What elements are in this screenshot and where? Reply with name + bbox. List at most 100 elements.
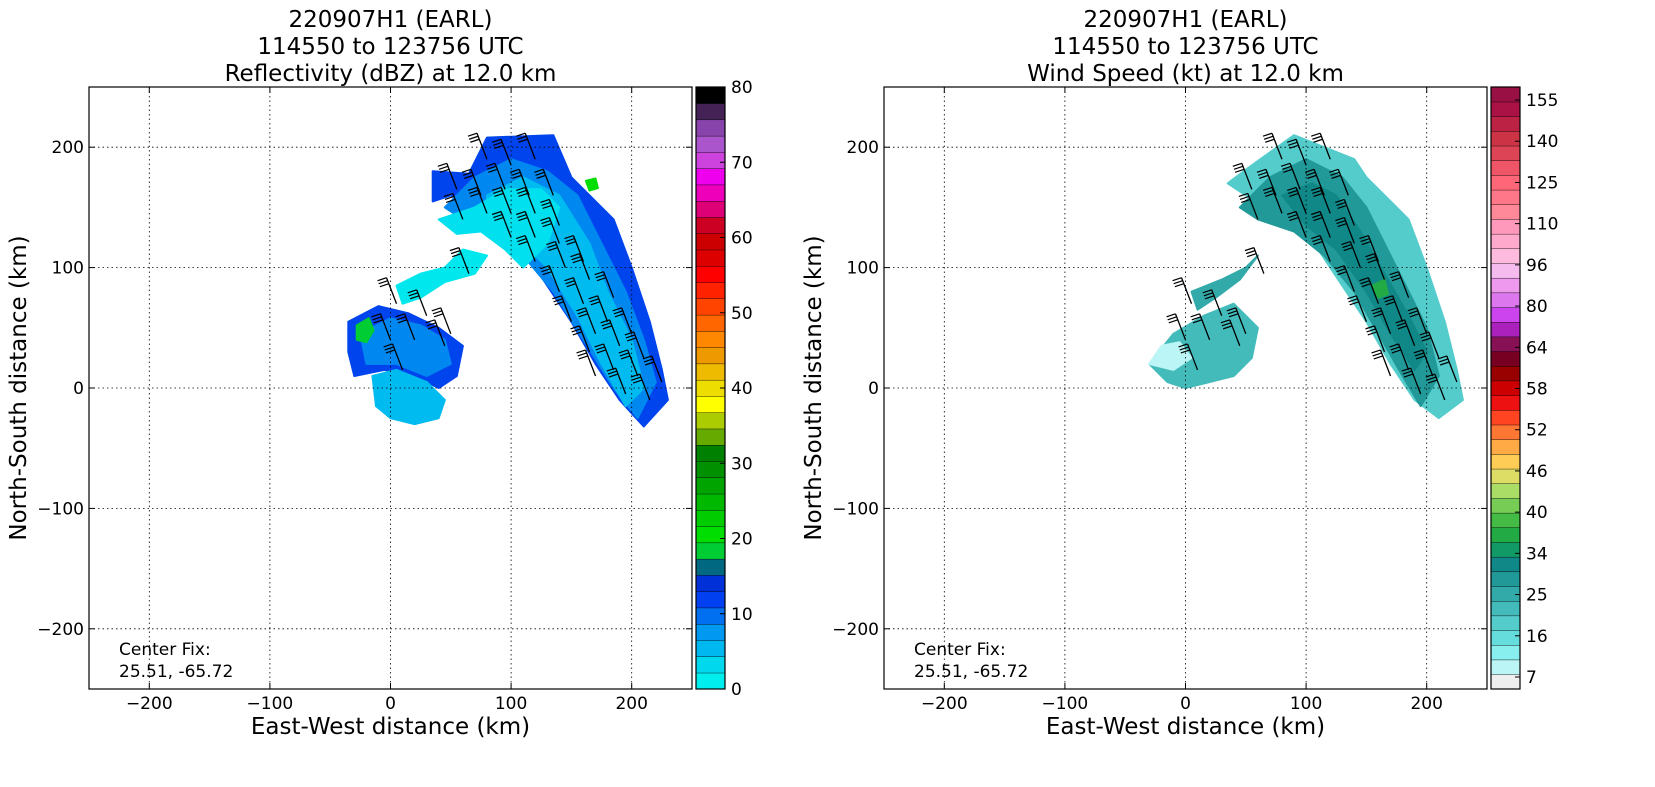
wind-barb: [1172, 277, 1193, 304]
wind-barb: [534, 168, 554, 196]
wind-barb: [1311, 210, 1331, 238]
wind-barb: [431, 307, 452, 335]
colorbar-segment: [695, 103, 726, 121]
field-region-7: [371, 368, 446, 426]
wind-barb: [1286, 138, 1307, 166]
y-tick-label: 200: [52, 138, 84, 158]
colorbar-segment: [695, 200, 726, 218]
wind-barb: [576, 307, 597, 335]
wind-barb: [516, 132, 536, 160]
colorbar-segment: [695, 119, 726, 137]
x-axis-label: East-West distance (km): [251, 714, 530, 740]
colorbar-segment: [1490, 262, 1521, 279]
y-tick-label: −200: [37, 620, 84, 640]
colorbar-segment: [695, 477, 726, 495]
colorbar-segment: [1490, 145, 1521, 161]
colorbar-segment: [695, 412, 726, 430]
x-tick-label: 200: [615, 694, 647, 714]
field-region-8: [355, 317, 375, 344]
wind-barb: [371, 313, 392, 341]
wind-barb: [546, 241, 566, 268]
y-tick-label: 0: [868, 379, 879, 399]
x-tick-label: −200: [921, 694, 968, 714]
reflectivity-panel: 220907H1 (EARL)114550 to 123756 UTCRefle…: [6, 7, 753, 740]
wind-barb: [1280, 162, 1301, 190]
colorbar-segment: [695, 623, 726, 641]
colorbar-segment: [695, 314, 726, 332]
wind-barb: [425, 319, 446, 347]
colorbar-tick-label: 10: [731, 605, 753, 625]
colorbar-segment: [1490, 541, 1521, 558]
wind-barb: [516, 235, 536, 262]
colorbar-segment: [1490, 336, 1521, 352]
field-region-6: [1371, 278, 1390, 299]
wind-barb: [1365, 253, 1386, 280]
colorbar-segment: [695, 672, 726, 690]
wind-barb: [570, 325, 591, 353]
wind-barb: [1232, 162, 1253, 190]
colorbar-segment: [1490, 586, 1521, 602]
wind-barb: [1262, 186, 1283, 214]
x-tick-label: −100: [247, 694, 294, 714]
colorbar-tick-label: 16: [1526, 627, 1548, 647]
wind-barb: [1286, 210, 1307, 238]
y-tick-label: 0: [73, 379, 84, 399]
wind-barb: [1329, 168, 1349, 196]
colorbar-segment: [1490, 439, 1521, 455]
colorbar-tick-label: 140: [1526, 132, 1558, 152]
wind-barb: [491, 210, 512, 238]
wind-barb: [1335, 198, 1355, 226]
wind-barb: [1371, 307, 1392, 335]
data-field: [347, 132, 669, 428]
colorbar-segment: [1490, 395, 1521, 411]
colorbar-segment: [695, 249, 726, 267]
wind-barb: [1359, 235, 1380, 262]
chart-title-line-2: 114550 to 123756 UTC: [1052, 34, 1318, 60]
wind-barb: [1341, 241, 1361, 268]
colorbar-segment: [695, 428, 726, 446]
colorbar-segment: [1490, 659, 1521, 675]
colorbar-segment: [695, 168, 726, 186]
colorbar-segment: [695, 639, 726, 657]
colorbar-segment: [695, 526, 726, 544]
colorbar-segment: [1490, 630, 1521, 646]
wind-barb: [1178, 343, 1199, 371]
colorbar-segment: [695, 493, 726, 511]
chart-title-line-2: 114550 to 123756 UTC: [257, 34, 523, 60]
x-axis-label: East-West distance (km): [1046, 714, 1325, 740]
colorbar-tick-label: 0: [731, 680, 742, 700]
data-field: [1148, 132, 1464, 420]
wind-barb: [383, 343, 404, 371]
colorbar-tick-label: 70: [731, 153, 753, 173]
wind-barb: [395, 313, 416, 341]
wind-barb: [594, 343, 615, 371]
colorbar-tick-label: 64: [1526, 338, 1548, 358]
colorbar-segment: [1490, 321, 1521, 338]
colorbar-segment: [695, 184, 726, 202]
colorbar-tick-label: 46: [1526, 462, 1548, 482]
colorbar-segment: [1490, 644, 1521, 661]
wind-barb: [540, 265, 560, 292]
wind-barb: [642, 355, 663, 383]
colorbar-segment: [695, 395, 726, 413]
wind-barb: [1347, 295, 1368, 323]
wind-barb: [594, 271, 615, 298]
wind-barb: [564, 277, 585, 304]
wind-barb: [588, 295, 609, 323]
wind-barb: [1202, 289, 1223, 316]
wind-barb: [1371, 349, 1392, 377]
colorbar-segment: [1490, 248, 1521, 264]
wind-barb: [1401, 367, 1422, 395]
wind-barb: [540, 216, 560, 244]
wind-barb: [461, 168, 482, 196]
x-tick-label: 100: [495, 694, 527, 714]
y-tick-label: −100: [832, 499, 879, 519]
wind-barb: [1226, 307, 1247, 335]
y-tick-label: 100: [847, 259, 879, 279]
wind-barb: [1262, 132, 1283, 160]
center-fix-line-2: 25.51, -65.72: [119, 662, 233, 682]
wind-barb: [467, 186, 488, 214]
wind-barb: [437, 162, 458, 190]
colorbar-tick-label: 96: [1526, 256, 1548, 276]
